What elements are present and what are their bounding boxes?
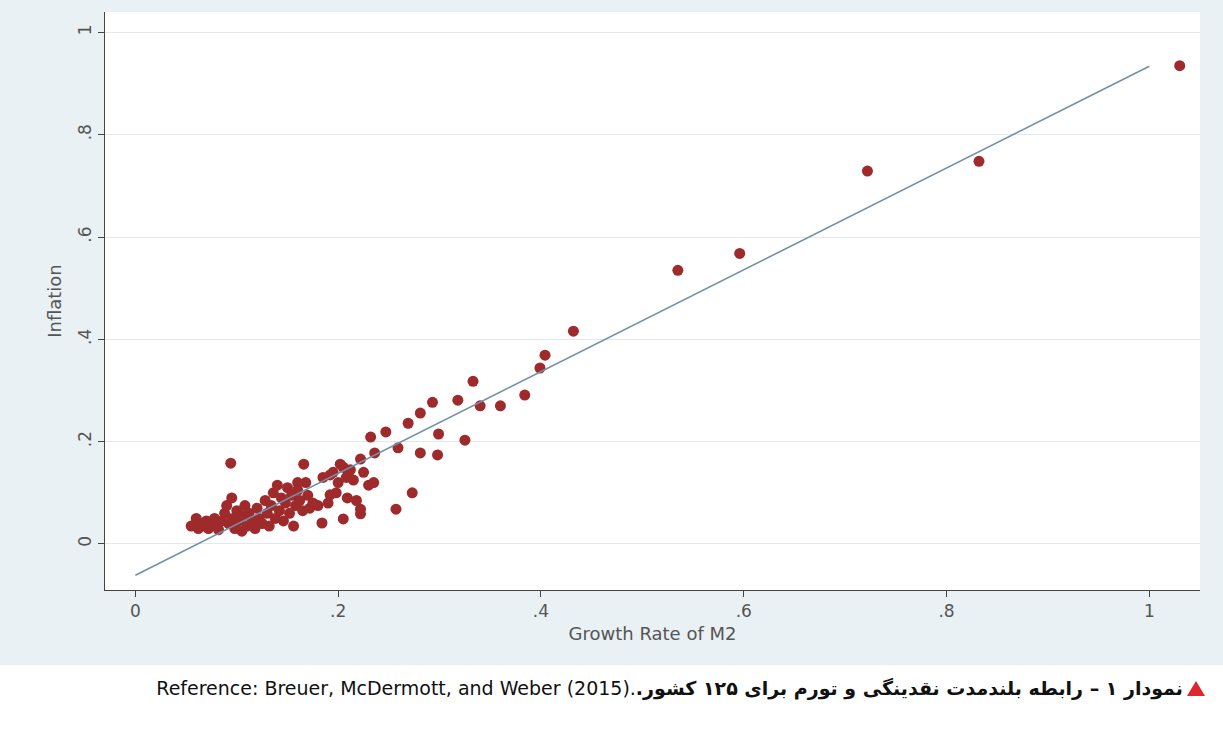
svg-text:1: 1 [75,24,95,35]
svg-text:0: 0 [75,536,95,547]
svg-text:Growth Rate of M2: Growth Rate of M2 [569,623,737,644]
svg-text:.2: .2 [75,431,95,447]
svg-text:.8: .8 [75,124,95,140]
svg-text:.6: .6 [736,601,752,621]
html-text:نمودار ۱ – رابطه بلندمدت نقدین: نمودار ۱ – رابطه بلندمدت نقدینگی و تورم … [635,677,1183,699]
svg-text:.4: .4 [75,329,95,345]
html-text:Reference: Breuer, McDermott,: Reference: Breuer, McDermott, and Weber … [156,677,636,699]
svg-text:.2: .2 [330,601,346,621]
svg-text:1: 1 [1144,601,1155,621]
svg-text:.8: .8 [938,601,954,621]
svg-text:Inflation: Inflation [44,264,65,338]
svg-text:.4: .4 [533,601,549,621]
svg-text:.6: .6 [75,226,95,242]
svg-text:0: 0 [130,601,141,621]
